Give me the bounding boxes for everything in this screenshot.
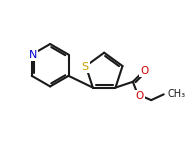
- Text: CH₃: CH₃: [168, 89, 186, 99]
- Text: O: O: [136, 91, 144, 101]
- Text: O: O: [140, 66, 149, 76]
- Text: N: N: [29, 50, 37, 60]
- Text: S: S: [81, 62, 88, 72]
